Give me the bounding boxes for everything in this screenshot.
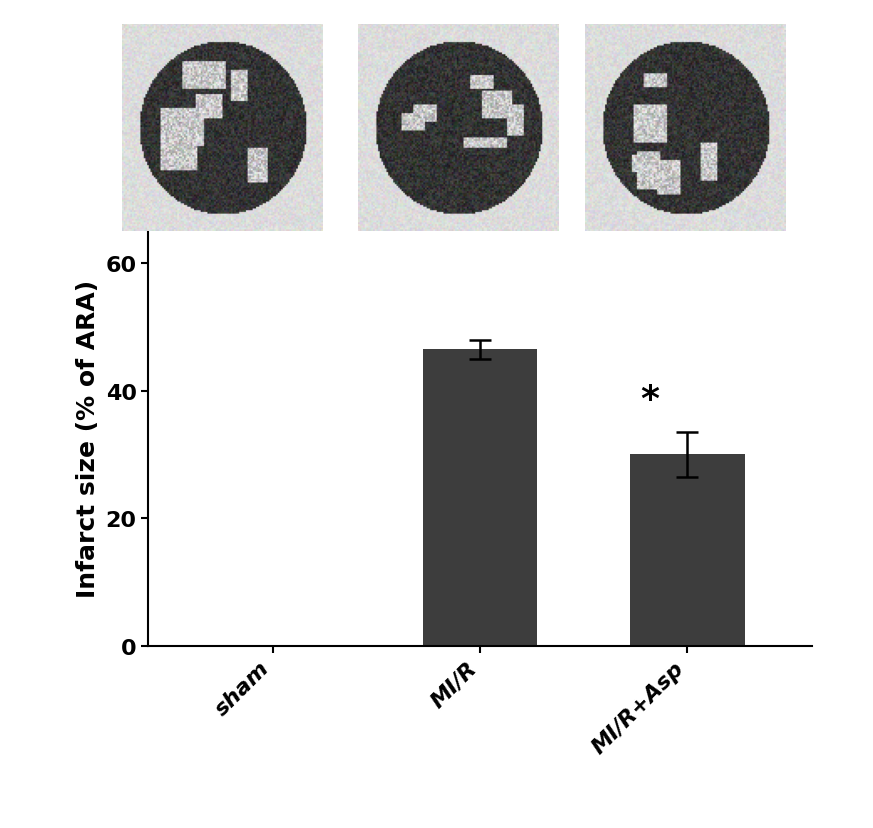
Y-axis label: Infarct size (% of ARA): Infarct size (% of ARA)	[76, 280, 100, 598]
Bar	[630, 455, 745, 646]
Bar	[423, 349, 537, 646]
Text: *: *	[641, 383, 660, 416]
